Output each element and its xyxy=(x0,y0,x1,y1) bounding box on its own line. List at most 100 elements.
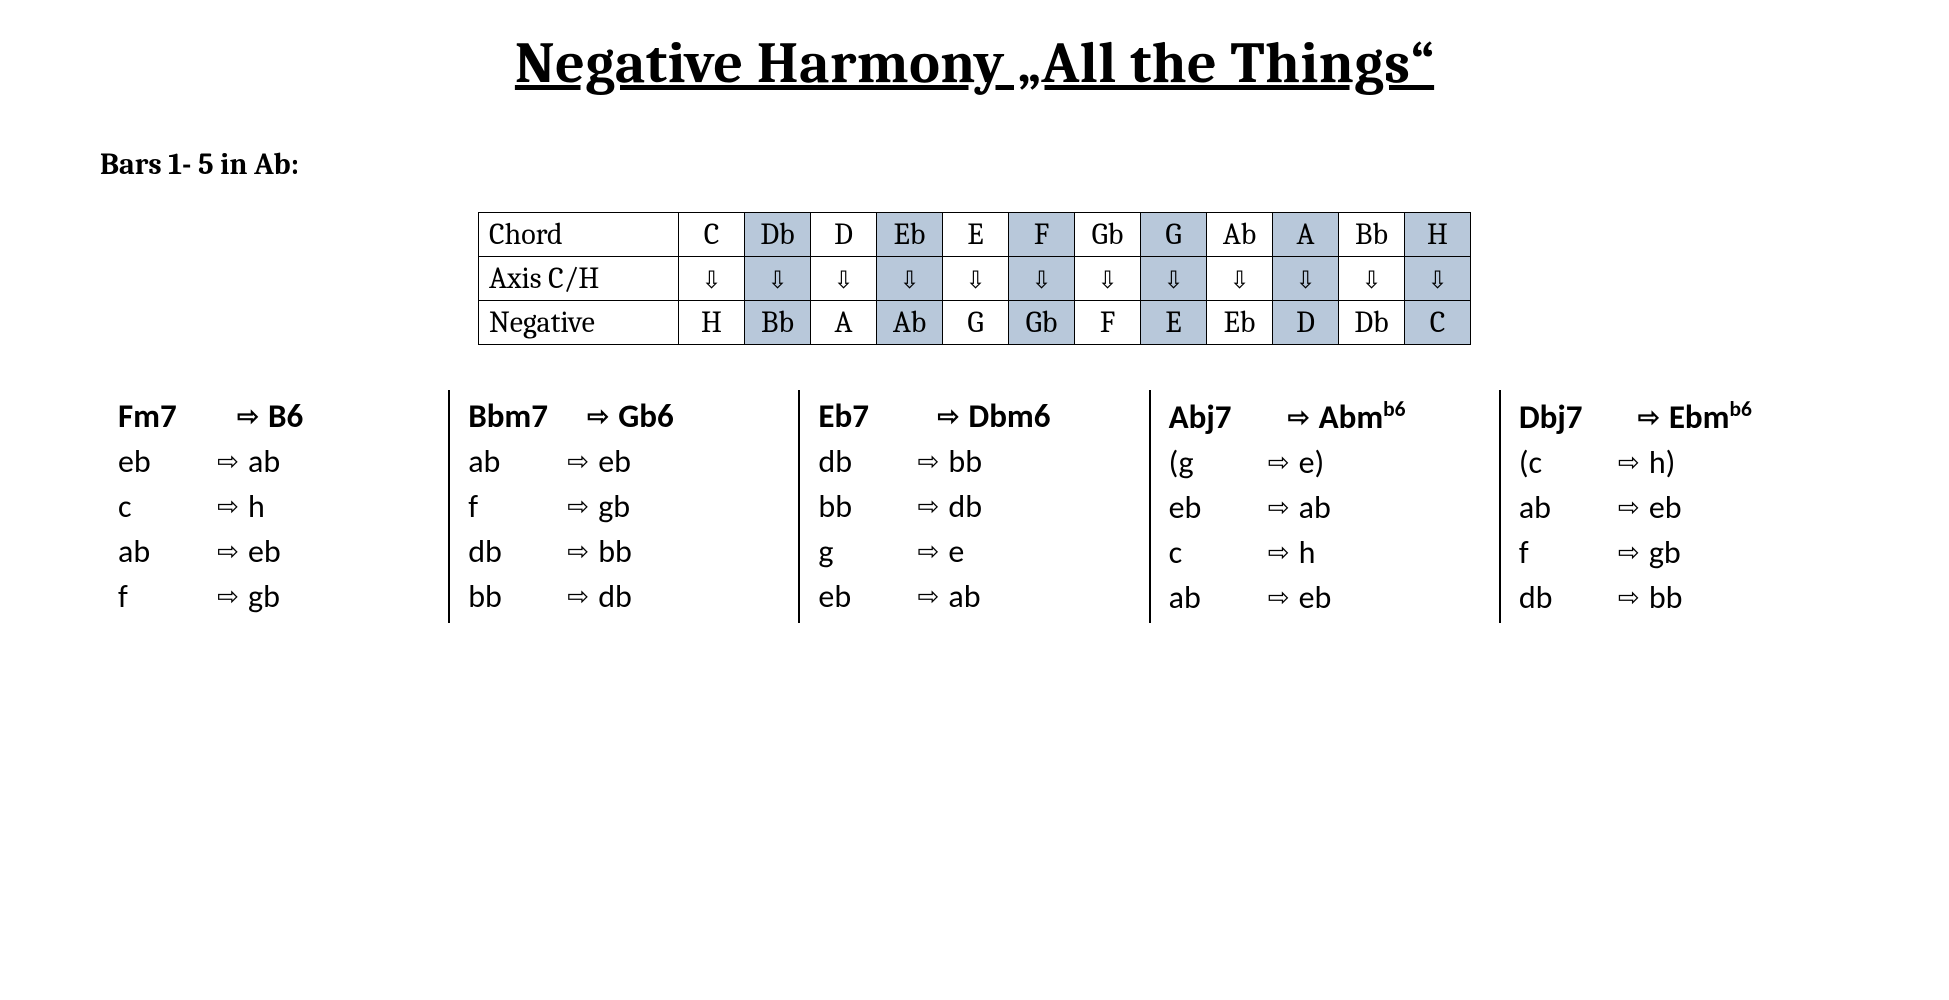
axis-cell: C xyxy=(1405,301,1471,345)
axis-table: ChordCDbDEbEFGbGAbABbHAxis C/H⇩⇩⇩⇩⇩⇩⇩⇩⇩⇩… xyxy=(478,212,1471,345)
axis-cell: D xyxy=(1273,301,1339,345)
down-arrow-icon: ⇩ xyxy=(1361,268,1381,292)
note-from: bb xyxy=(468,577,558,616)
chord-grid: Fm7⇨B6eb⇨abc⇨hab⇨ebf⇨gbBbm7⇨Gb6ab⇨ebf⇨gb… xyxy=(100,390,1849,623)
right-arrow-icon: ⇨ xyxy=(1259,536,1299,568)
down-arrow-icon: ⇩ xyxy=(701,268,721,292)
axis-arrow-cell: ⇩ xyxy=(1009,257,1075,301)
axis-cell: Bb xyxy=(745,301,811,345)
right-arrow-icon: ⇨ xyxy=(208,535,248,567)
chord-from: Dbj7 xyxy=(1519,397,1629,437)
axis-cell: G xyxy=(1141,213,1207,257)
axis-arrow-cell: ⇩ xyxy=(1141,257,1207,301)
chord-head-row: Dbj7⇨Ebmb6 xyxy=(1519,396,1831,437)
note-row: bb⇨db xyxy=(468,577,780,616)
chord-from: Abj7 xyxy=(1169,397,1279,437)
note-to: eb xyxy=(1649,488,1682,527)
note-to: bb xyxy=(1649,578,1683,617)
note-row: eb⇨ab xyxy=(1169,488,1481,527)
note-from: c xyxy=(118,487,208,526)
note-row: eb⇨ab xyxy=(118,442,430,481)
note-to: h) xyxy=(1649,443,1676,482)
note-row: f⇨gb xyxy=(1519,533,1831,572)
note-row: c⇨h xyxy=(1169,533,1481,572)
note-row: db⇨bb xyxy=(468,532,780,571)
axis-row: NegativeHBbAAbGGbFEEbDDbC xyxy=(479,301,1471,345)
axis-row-label: Chord xyxy=(479,213,679,257)
section-label: Bars 1- 5 in Ab: xyxy=(100,147,1849,182)
axis-cell: E xyxy=(943,213,1009,257)
note-to: db xyxy=(598,577,632,616)
note-to: ab xyxy=(1299,488,1331,527)
right-arrow-icon: ⇨ xyxy=(928,400,968,432)
note-row: (c⇨h) xyxy=(1519,443,1831,482)
note-row: eb⇨ab xyxy=(818,577,1130,616)
axis-cell: F xyxy=(1075,301,1141,345)
chord-head-row: Fm7⇨B6 xyxy=(118,396,430,436)
note-row: g⇨e xyxy=(818,532,1130,571)
note-from: db xyxy=(468,532,558,571)
note-from: eb xyxy=(1169,488,1259,527)
axis-row: ChordCDbDEbEFGbGAbABbH xyxy=(479,213,1471,257)
axis-arrow-cell: ⇩ xyxy=(943,257,1009,301)
chord-to: Gb6 xyxy=(618,396,673,436)
chord-to: Ebmb6 xyxy=(1669,396,1752,437)
right-arrow-icon: ⇨ xyxy=(1259,446,1299,478)
note-to: h xyxy=(1299,533,1316,572)
axis-cell: H xyxy=(1405,213,1471,257)
chord-column: Fm7⇨B6eb⇨abc⇨hab⇨ebf⇨gb xyxy=(100,390,448,623)
axis-cell: C xyxy=(679,213,745,257)
note-to: ab xyxy=(248,442,280,481)
axis-arrow-cell: ⇩ xyxy=(1339,257,1405,301)
note-to: h xyxy=(248,487,265,526)
axis-arrow-cell: ⇩ xyxy=(877,257,943,301)
axis-cell: Gb xyxy=(1075,213,1141,257)
axis-cell: G xyxy=(943,301,1009,345)
right-arrow-icon: ⇨ xyxy=(558,580,598,612)
axis-cell: Eb xyxy=(877,213,943,257)
note-to: gb xyxy=(248,577,280,616)
axis-cell: D xyxy=(811,213,877,257)
note-row: ab⇨eb xyxy=(118,532,430,571)
axis-cell: A xyxy=(811,301,877,345)
note-from: ab xyxy=(118,532,208,571)
note-from: f xyxy=(1519,533,1609,572)
note-row: bb⇨db xyxy=(818,487,1130,526)
chord-to: Dbm6 xyxy=(968,396,1050,436)
note-row: f⇨gb xyxy=(468,487,780,526)
note-from: db xyxy=(1519,578,1609,617)
chord-column: Eb7⇨Dbm6db⇨bbbb⇨dbg⇨eeb⇨ab xyxy=(798,390,1148,623)
axis-arrow-cell: ⇩ xyxy=(1207,257,1273,301)
note-to: e xyxy=(948,532,964,571)
axis-cell: Ab xyxy=(877,301,943,345)
note-row: db⇨bb xyxy=(818,442,1130,481)
axis-cell: Db xyxy=(745,213,811,257)
chord-column: Abj7⇨Abmb6(g⇨e)eb⇨abc⇨hab⇨eb xyxy=(1149,390,1499,623)
note-to: bb xyxy=(948,442,982,481)
note-from: (g xyxy=(1169,443,1259,482)
note-row: ab⇨eb xyxy=(1169,578,1481,617)
right-arrow-icon: ⇨ xyxy=(908,580,948,612)
right-arrow-icon: ⇨ xyxy=(1259,491,1299,523)
right-arrow-icon: ⇨ xyxy=(228,400,268,432)
note-from: f xyxy=(118,577,208,616)
note-to: e) xyxy=(1299,443,1325,482)
right-arrow-icon: ⇨ xyxy=(1279,401,1319,433)
chord-from: Fm7 xyxy=(118,396,228,436)
right-arrow-icon: ⇨ xyxy=(1259,581,1299,613)
chord-head-row: Eb7⇨Dbm6 xyxy=(818,396,1130,436)
axis-row-label: Axis C/H xyxy=(479,257,679,301)
chord-to: Abmb6 xyxy=(1319,396,1406,437)
axis-cell: E xyxy=(1141,301,1207,345)
down-arrow-icon: ⇩ xyxy=(1097,268,1117,292)
note-from: eb xyxy=(818,577,908,616)
axis-row-label: Negative xyxy=(479,301,679,345)
down-arrow-icon: ⇩ xyxy=(1295,268,1315,292)
axis-row: Axis C/H⇩⇩⇩⇩⇩⇩⇩⇩⇩⇩⇩⇩ xyxy=(479,257,1471,301)
down-arrow-icon: ⇩ xyxy=(1229,268,1249,292)
note-from: eb xyxy=(118,442,208,481)
right-arrow-icon: ⇨ xyxy=(558,535,598,567)
axis-cell: H xyxy=(679,301,745,345)
note-from: g xyxy=(818,532,908,571)
down-arrow-icon: ⇩ xyxy=(833,268,853,292)
